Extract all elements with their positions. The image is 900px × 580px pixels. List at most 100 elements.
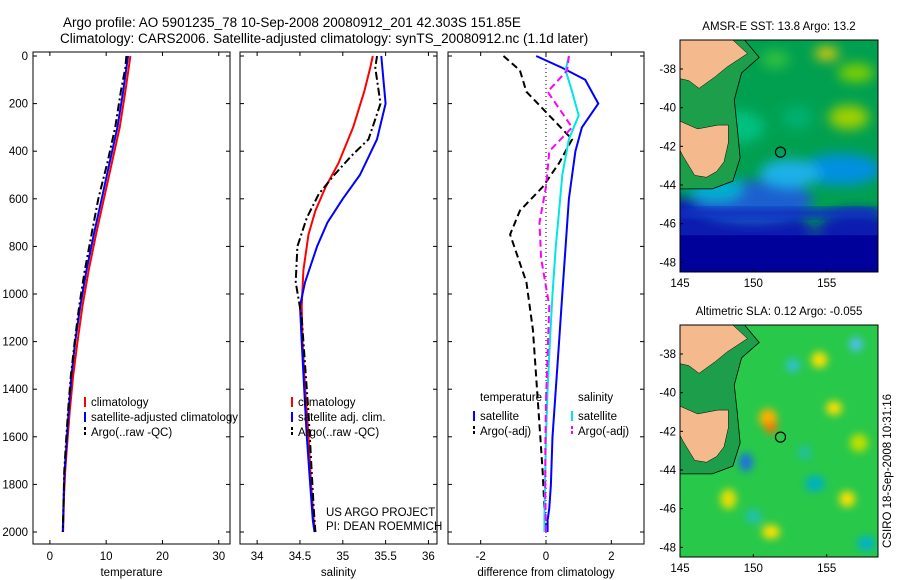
map-y-tick-label: -48 (659, 542, 676, 554)
salinity-panel: 34 34.5 35 35.5 36 salinity climatology satelli… (239, 51, 438, 579)
x-tick-label: 35 (336, 551, 349, 563)
y-tick-label: 200 (9, 99, 28, 111)
series-line-climatology (62, 55, 132, 533)
sst-anomaly-patch (781, 105, 814, 130)
y-tick-label: 600 (9, 194, 28, 206)
map-y-tick-label: -40 (659, 388, 676, 400)
series-line-temperature-argo-adj- (502, 55, 574, 533)
sst-deep-band (680, 235, 878, 272)
sla-anomaly-patch (857, 536, 876, 551)
map-y-tick-label: -38 (659, 349, 676, 361)
map-y-tick-label: -40 (659, 103, 676, 115)
x-tick-label: 20 (156, 551, 169, 563)
legend-label: Argo(..raw -QC) (91, 427, 172, 439)
sla-anomaly-patch (745, 509, 762, 524)
pi-label: PI: DEAN ROEMMICH (326, 521, 442, 533)
map-y-tick-label: -38 (659, 64, 676, 76)
sla-anomaly-patch (804, 475, 825, 492)
y-tick-label: 1800 (2, 479, 28, 491)
sla-anomaly-patch (849, 337, 863, 352)
legend-label: satellite adj. clim. (298, 412, 386, 424)
series-line-temperature-satellite (535, 55, 600, 532)
map-x-tick-label: 145 (670, 278, 689, 290)
project-label: US ARGO PROJECT (326, 507, 435, 519)
x-tick-label: 0 (543, 551, 549, 563)
map-y-tick-label: -42 (659, 141, 676, 153)
map-y-tick-label: -48 (659, 257, 676, 269)
sst-cold-patch (801, 153, 878, 186)
series-line-salinity-argo-adj- (538, 55, 574, 533)
legend-label: satellite-adjusted climatology (91, 412, 238, 424)
mainland-australia (680, 40, 748, 89)
tasmania-land (680, 405, 729, 463)
series-line-satellite-adj-clim- (298, 55, 387, 533)
sst-anomaly-patch (828, 105, 869, 130)
sst-anomaly-patch (838, 63, 874, 82)
sst-transition-band (680, 208, 878, 219)
sst-anomaly-patch (761, 50, 790, 69)
y-tick-label: 0 (22, 51, 28, 63)
x-axis-label: salinity (321, 567, 356, 579)
legend-group-title: temperature (480, 392, 542, 404)
argo-float-marker (774, 431, 787, 443)
argo-float-marker (774, 146, 787, 158)
sla-blobs (720, 337, 876, 551)
x-tick-label: 2 (608, 551, 614, 563)
map-title: AMSR-E SST: 13.8 Argo: 13.2 (702, 21, 855, 33)
x-axis-label: difference from climatology (477, 567, 614, 579)
temperature-panel: 0 200 400 600 800 1000 1200 1400 1600 1800 2000 0 10… (2, 51, 238, 579)
sla-anomaly-patch (739, 453, 753, 472)
y-tick-label: 1600 (2, 432, 28, 444)
timestamp-stamp: CSIRO 18-Sep-2008 10:31:16 (882, 394, 894, 548)
temperature-axes-frame (32, 51, 231, 545)
series-line-argo-raw-qc- (61, 55, 128, 533)
figure-title-line-2: Climatology: CARS2006. Satellite-adjuste… (60, 31, 588, 46)
legend-label: Argo(-adj) (578, 426, 629, 438)
map-y-tick-label: -44 (659, 465, 676, 477)
y-tick-label: 1400 (2, 384, 28, 396)
sla-anomaly-patch (849, 433, 868, 452)
map-x-tick-label: 145 (670, 563, 689, 575)
sla-map-field (680, 325, 878, 557)
map-title: Altimetric SLA: 0.12 Argo: -0.055 (696, 306, 863, 318)
x-tick-label: 34 (251, 551, 264, 563)
y-tick-label: 2000 (2, 527, 28, 539)
difference-panel: -2 0 2 difference from climatology temperatu… (447, 51, 645, 579)
y-tick-label: 1000 (2, 289, 28, 301)
x-tick-label: 10 (100, 551, 113, 563)
series-line-climatology (300, 55, 374, 533)
sst-cold-patch (760, 159, 820, 188)
x-axis-label: temperature (100, 567, 162, 579)
sla-map-panel: Altimetric SLA: 0.12 Argo: -0.055 -38 -40 -… (659, 306, 879, 575)
series-line-salinity-satellite (543, 55, 580, 532)
sla-anomaly-patch (720, 489, 737, 509)
series-line-satellite-adjusted-climatology (61, 55, 130, 533)
x-tick-label: 34.5 (289, 551, 311, 563)
map-y-tick-label: -44 (659, 180, 676, 192)
sla-anomaly-patch (826, 401, 842, 416)
map-x-tick-label: 150 (744, 278, 763, 290)
sst-map-frame (679, 39, 879, 273)
sla-anomaly-patch (839, 491, 856, 507)
sla-map-frame (679, 324, 879, 558)
sla-anomaly-patch (764, 421, 777, 434)
legend-label: climatology (298, 397, 356, 409)
sla-anomaly-patch (761, 524, 780, 539)
sst-anomaly-patch (814, 47, 839, 60)
series-line-argo-raw-qc- (294, 55, 382, 533)
sst-map-panel: AMSR-E SST: 13.8 Argo: 13.2 -38 -40 -42 -44 -… (659, 21, 879, 290)
map-x-tick-label: 155 (817, 278, 836, 290)
x-tick-label: 35.5 (374, 551, 396, 563)
y-tick-label: 800 (9, 241, 28, 253)
sla-anomaly-patch (797, 445, 812, 460)
figure-title-line-1: Argo profile: AO 5901235_78 10-Sep-2008 … (63, 15, 521, 30)
legend-label: Argo(-adj) (480, 426, 531, 438)
x-tick-label: 30 (212, 551, 225, 563)
salinity-axes-frame (239, 51, 438, 545)
legend-group-title: salinity (578, 392, 613, 404)
sla-anomaly-patch (785, 358, 800, 373)
map-x-tick-label: 150 (744, 563, 763, 575)
x-tick-label: 0 (47, 551, 53, 563)
map-y-tick-label: -46 (659, 219, 676, 231)
